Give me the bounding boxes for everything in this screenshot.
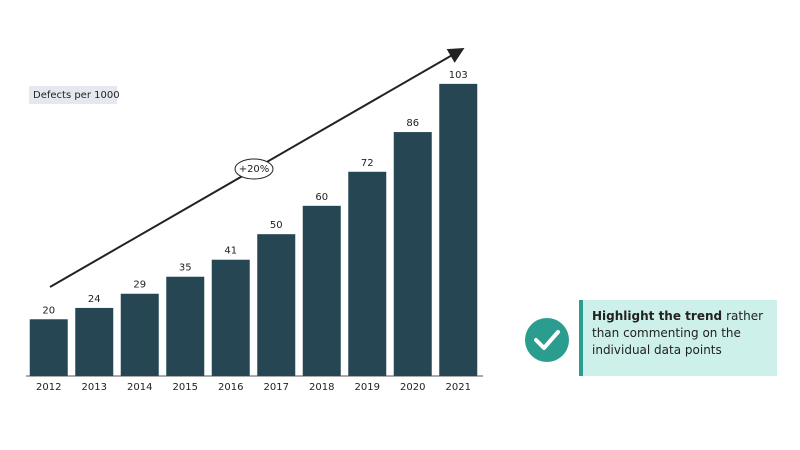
callout: Highlight the trend rather than commentin… xyxy=(579,300,777,376)
data-label: 72 xyxy=(361,158,374,169)
x-tick-label: 2012 xyxy=(36,382,61,393)
bar xyxy=(166,276,205,376)
data-label: 103 xyxy=(449,70,468,81)
data-label: 60 xyxy=(315,192,328,203)
y-axis-label: Defects per 1000 xyxy=(33,90,120,101)
data-label: 35 xyxy=(179,263,192,274)
x-tick-label: 2020 xyxy=(400,382,425,393)
annotation: +20% xyxy=(239,164,270,175)
check-mark xyxy=(534,330,560,350)
bar xyxy=(75,307,114,376)
data-label: 24 xyxy=(88,294,101,305)
data-label: 20 xyxy=(42,305,55,316)
data-label: 86 xyxy=(406,118,419,129)
data-label: 50 xyxy=(270,220,283,231)
bar xyxy=(439,83,478,376)
bar xyxy=(393,132,432,376)
callout-text: rather than commenting on the individual… xyxy=(592,309,764,357)
data-label: 41 xyxy=(224,246,237,257)
check-icon xyxy=(525,318,569,362)
bar xyxy=(29,319,68,376)
callout-bold: Highlight the trend xyxy=(592,309,723,323)
x-tick-label: 2014 xyxy=(127,382,152,393)
annotation-bubble xyxy=(234,158,274,180)
ylabel-box xyxy=(29,86,117,104)
x-tick-label: 2013 xyxy=(82,382,107,393)
bar xyxy=(257,234,296,376)
x-tick-label: 2018 xyxy=(309,382,334,393)
x-tick-label: 2021 xyxy=(446,382,471,393)
bar xyxy=(120,293,159,376)
data-label: 29 xyxy=(133,280,146,291)
bar xyxy=(211,259,250,376)
x-tick-label: 2016 xyxy=(218,382,243,393)
bar xyxy=(302,205,341,376)
bar xyxy=(348,171,387,376)
x-tick-label: 2019 xyxy=(355,382,380,393)
x-tick-label: 2015 xyxy=(173,382,198,393)
x-tick-label: 2017 xyxy=(264,382,289,393)
